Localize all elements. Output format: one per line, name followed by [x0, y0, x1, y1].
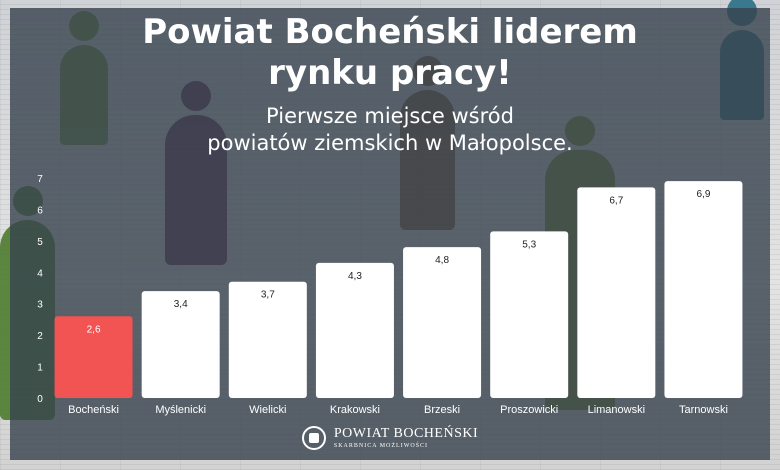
chart-title-line-1: Powiat Bocheński liderem: [142, 12, 638, 52]
x-tick-label: Wielicki: [249, 404, 286, 416]
y-tick-label: 5: [37, 237, 43, 248]
bar: [403, 247, 482, 398]
x-tick-label: Bocheński: [68, 404, 119, 416]
y-tick-label: 3: [37, 300, 43, 311]
bar-value-label: 3,7: [261, 290, 275, 301]
bar: [141, 291, 220, 398]
bar-value-label: 4,8: [435, 255, 449, 266]
bar-value-label: 6,7: [609, 195, 623, 206]
y-tick-label: 2: [37, 331, 43, 342]
x-tick-label: Krakowski: [330, 404, 380, 416]
chart-subtitle-line-1: Pierwsze miejsce wśród: [266, 104, 514, 128]
bar: [577, 187, 656, 398]
y-tick-label: 1: [37, 363, 43, 374]
y-tick-label: 6: [37, 205, 43, 216]
chart-subtitle: Pierwsze miejsce wśród powiatów ziemskic…: [0, 103, 780, 157]
x-tick-label: Brzeski: [424, 404, 460, 416]
bar: [228, 281, 307, 398]
bar-value-label: 3,4: [174, 299, 188, 310]
y-tick-label: 4: [37, 268, 43, 279]
bar-value-label: 2,6: [87, 324, 101, 335]
y-tick-label: 0: [37, 394, 43, 405]
x-tick-label: Proszowicki: [500, 404, 558, 416]
x-tick-label: Tarnowski: [679, 404, 728, 416]
coat-of-arms-icon: [301, 426, 326, 450]
x-tick-label: Limanowski: [588, 404, 645, 416]
bar: [315, 262, 394, 398]
footer-logo: POWIAT BOCHEŃSKI SKARBNICA MOŻLIWOŚCI: [0, 423, 780, 453]
logo-name: POWIAT BOCHEŃSKI: [333, 426, 479, 441]
chart-subtitle-line-2: powiatów ziemskich w Małopolsce.: [207, 131, 573, 155]
bar: [664, 181, 743, 398]
chart-title-line-2: rynku pracy!: [268, 53, 512, 93]
x-tick-label: Myślenicki: [155, 404, 206, 416]
bar-value-label: 6,9: [696, 189, 710, 200]
logo-tagline: SKARBNICA MOŻLIWOŚCI: [333, 443, 429, 449]
bar-value-label: 5,3: [522, 239, 536, 250]
bar-value-label: 4,3: [348, 271, 362, 282]
logo-text: POWIAT BOCHEŃSKI SKARBNICA MOŻLIWOŚCI: [333, 426, 479, 450]
bar: [490, 231, 569, 398]
chart-title: Powiat Bocheński liderem rynku pracy!: [0, 12, 780, 94]
y-tick-label: 7: [37, 174, 43, 185]
bar-highlight: [54, 316, 133, 398]
